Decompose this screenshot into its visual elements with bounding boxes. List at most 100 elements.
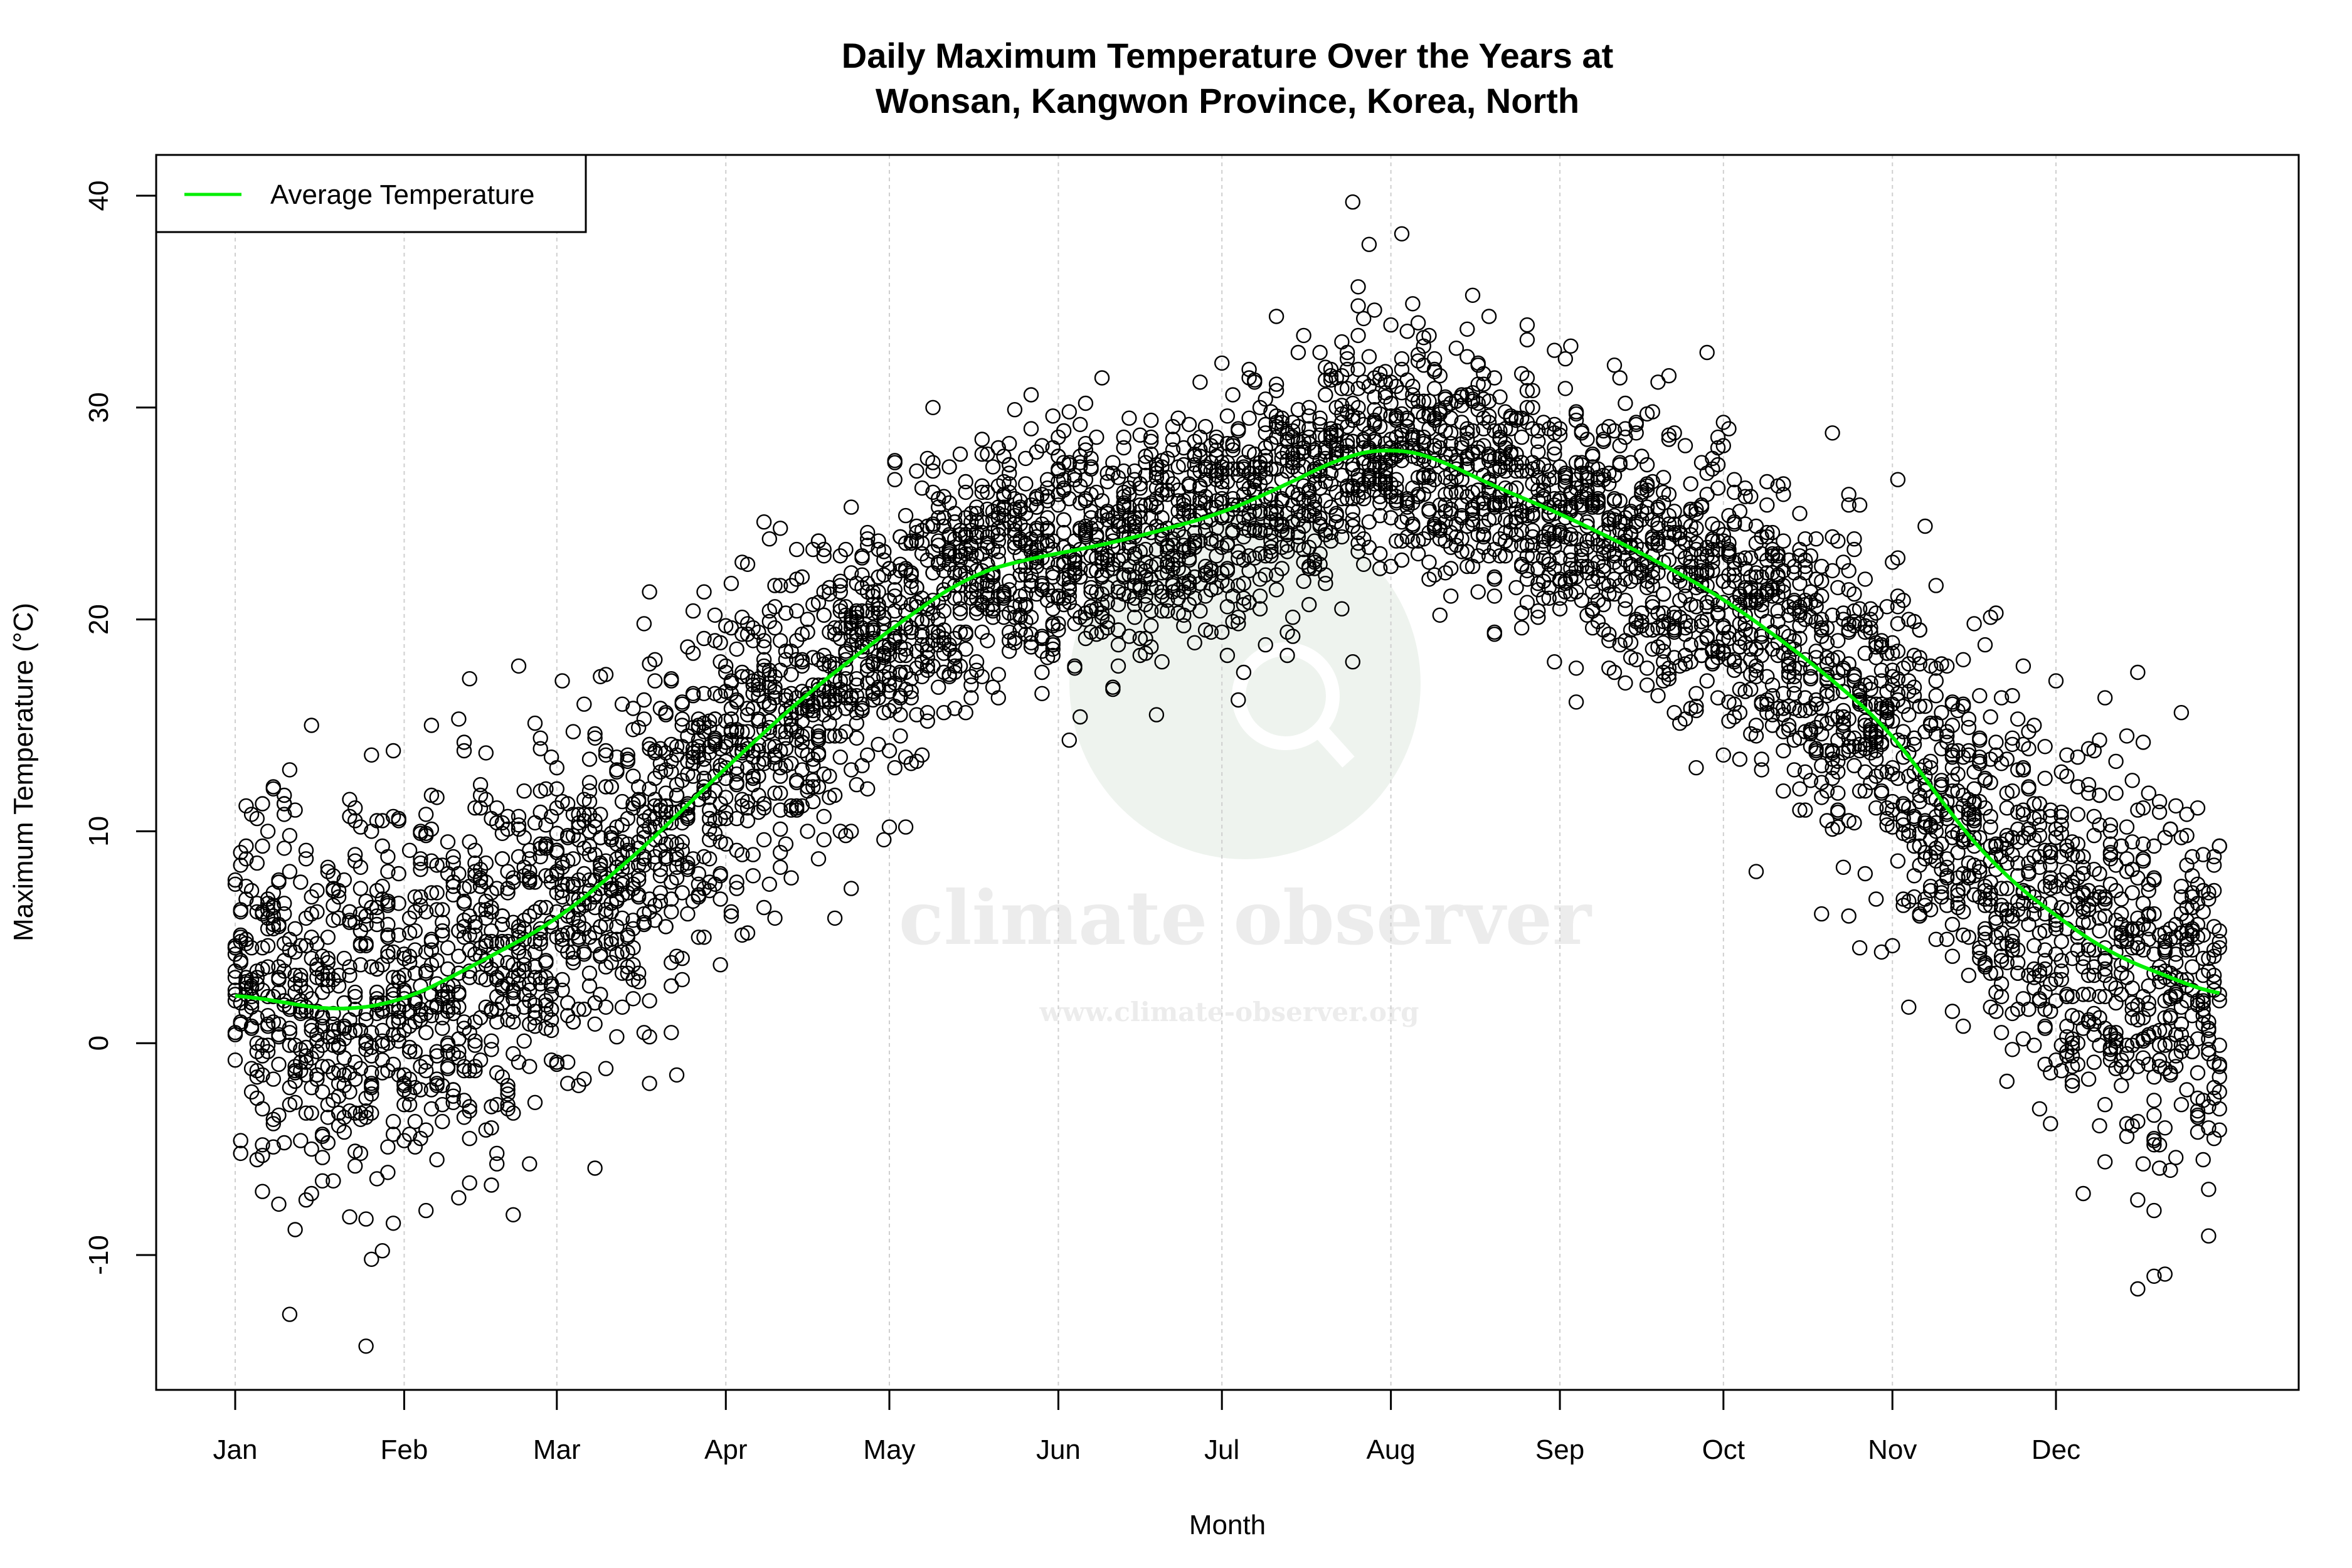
- scatter-point: [435, 1078, 450, 1094]
- scatter-point: [336, 872, 352, 888]
- scatter-point: [445, 1088, 461, 1104]
- scatter-point: [1197, 419, 1214, 435]
- scatter-point: [527, 904, 543, 920]
- scatter-point: [664, 874, 679, 890]
- scatter-point: [320, 864, 336, 879]
- scatter-point: [761, 719, 778, 736]
- scatter-point: [429, 885, 445, 901]
- scatter-point: [778, 644, 794, 659]
- scatter-point: [1421, 554, 1437, 570]
- scatter-point: [571, 1001, 586, 1017]
- scatter-point: [1710, 480, 1726, 496]
- scatter-point: [1345, 504, 1361, 519]
- scatter-point: [255, 838, 270, 854]
- scatter-point: [418, 965, 434, 981]
- scatter-point: [822, 701, 837, 716]
- scatter-point: [478, 792, 494, 807]
- scatter-point: [560, 1054, 576, 1070]
- scatter-point: [631, 887, 647, 903]
- scatter-point: [271, 1016, 287, 1032]
- scatter-point: [1519, 332, 1535, 347]
- scatter-point: [413, 889, 428, 905]
- scatter-point: [1961, 967, 1977, 983]
- scatter-point: [810, 728, 827, 744]
- scatter-point: [407, 1113, 423, 1130]
- scatter-point: [772, 521, 788, 536]
- scatter-point: [506, 1207, 521, 1223]
- scatter-point: [500, 1101, 516, 1117]
- scatter-point: [810, 724, 827, 739]
- scatter-point: [1181, 416, 1197, 432]
- scatter-point: [598, 779, 614, 795]
- scatter-point: [810, 533, 827, 549]
- scatter-point: [347, 1022, 363, 1039]
- scatter-point: [696, 630, 712, 647]
- scatter-point: [543, 987, 559, 1002]
- scatter-point: [609, 931, 625, 947]
- scatter-point: [658, 851, 674, 867]
- scatter-point: [413, 1059, 428, 1074]
- scatter-point: [401, 1096, 418, 1113]
- scatter-point: [751, 756, 766, 771]
- scatter-point: [816, 548, 832, 564]
- scatter-point: [756, 832, 772, 848]
- scatter-point: [358, 908, 374, 924]
- scatter-point: [336, 1020, 352, 1036]
- scatter-point: [778, 652, 794, 668]
- scatter-point: [788, 603, 805, 619]
- scatter-point: [1241, 410, 1257, 426]
- scatter-point: [1459, 321, 1475, 337]
- scatter-point: [429, 1048, 445, 1064]
- scatter-point: [680, 807, 696, 822]
- scatter-point: [364, 1065, 379, 1081]
- scatter-point: [489, 1014, 505, 1030]
- scatter-point: [527, 944, 543, 960]
- scatter-point: [696, 686, 712, 702]
- scatter-point: [472, 787, 489, 803]
- scatter-point: [636, 1025, 652, 1041]
- scatter-point: [1961, 719, 1977, 736]
- scatter-point: [401, 842, 418, 859]
- scatter-point: [1928, 673, 1944, 689]
- scatter-point: [293, 1133, 309, 1148]
- scatter-point: [467, 1033, 483, 1049]
- scatter-point: [800, 624, 815, 640]
- scatter-point: [598, 916, 614, 933]
- scatter-point: [500, 821, 516, 837]
- scatter-point: [227, 876, 243, 893]
- scatter-point: [506, 1105, 521, 1121]
- scatter-point: [298, 1067, 314, 1083]
- scatter-point: [423, 1101, 440, 1117]
- scatter-point: [255, 796, 270, 812]
- scatter-point: [500, 1096, 516, 1113]
- scatter-point: [511, 817, 527, 833]
- scatter-point: [522, 874, 538, 890]
- scatter-point: [364, 1076, 379, 1091]
- scatter-point: [549, 1054, 564, 1070]
- scatter-point: [347, 800, 363, 816]
- scatter-point: [527, 1010, 543, 1025]
- scatter-point: [745, 847, 761, 862]
- scatter-point: [364, 1086, 379, 1102]
- scatter-point: [734, 664, 750, 681]
- scatter-point: [734, 847, 750, 862]
- scatter-point: [1513, 620, 1530, 636]
- scatter-point: [478, 745, 494, 761]
- scatter-point: [794, 658, 810, 674]
- scatter-point: [581, 930, 598, 945]
- scatter-point: [1612, 370, 1628, 386]
- scatter-point: [2037, 739, 2053, 755]
- scatter-point: [810, 747, 827, 763]
- scatter-point: [816, 541, 832, 558]
- scatter-point: [407, 1139, 423, 1155]
- scatter-point: [407, 889, 423, 905]
- scatter-point: [827, 910, 843, 926]
- scatter-point: [326, 1016, 341, 1032]
- scatter-point: [265, 1071, 281, 1087]
- scatter-point: [827, 704, 843, 721]
- scatter-point: [642, 1076, 657, 1091]
- scatter-point: [380, 944, 396, 960]
- scatter-point: [1394, 351, 1410, 367]
- scatter-point: [1944, 948, 1961, 964]
- scatter-point: [1568, 694, 1584, 710]
